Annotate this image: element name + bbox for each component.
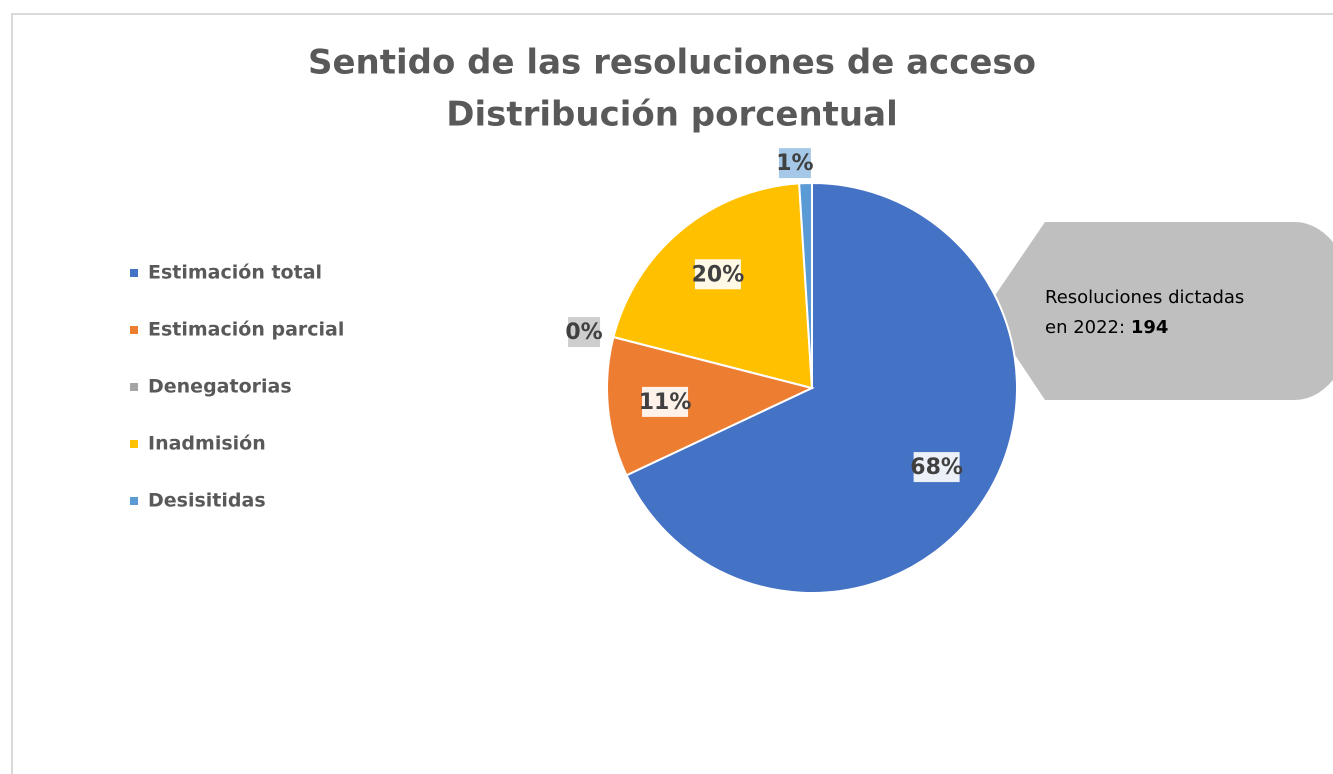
chart-title: Sentido de las resoluciones de acceso <box>308 43 1036 83</box>
legend-swatch <box>130 383 138 391</box>
pie-slice <box>606 335 815 477</box>
chart-frame <box>11 13 1333 774</box>
legend-label: Desisitidas <box>148 490 266 512</box>
data-label-box <box>778 148 811 179</box>
data-label-box <box>694 259 741 290</box>
callout-value: 194 <box>1131 317 1169 338</box>
callout-text: Resoluciones dictadas <box>1045 287 1244 308</box>
legend-label: Estimación total <box>148 262 322 284</box>
callout-shape <box>985 222 1333 400</box>
callout-text: en 2022: 194 <box>1045 317 1168 338</box>
data-label: 68% <box>910 455 963 480</box>
legend-swatch <box>130 269 138 277</box>
data-label: 20% <box>692 262 745 287</box>
pie-slice <box>625 181 1018 594</box>
pie-slice <box>798 181 813 389</box>
legend-label: Inadmisión <box>148 433 266 455</box>
callout-text: en 2022: <box>1045 317 1125 338</box>
data-label-box <box>913 452 960 483</box>
data-label: 0% <box>565 320 602 345</box>
data-label: 1% <box>776 151 813 176</box>
data-label: 11% <box>639 390 692 415</box>
legend-swatch <box>130 326 138 334</box>
chart-subtitle: Distribución porcentual <box>446 95 897 135</box>
data-label-box <box>568 317 601 348</box>
data-label-box <box>642 386 689 417</box>
legend-swatch <box>130 440 138 448</box>
legend-label: Estimación parcial <box>148 319 344 341</box>
legend-swatch <box>130 497 138 505</box>
legend-label: Denegatorias <box>148 376 292 398</box>
